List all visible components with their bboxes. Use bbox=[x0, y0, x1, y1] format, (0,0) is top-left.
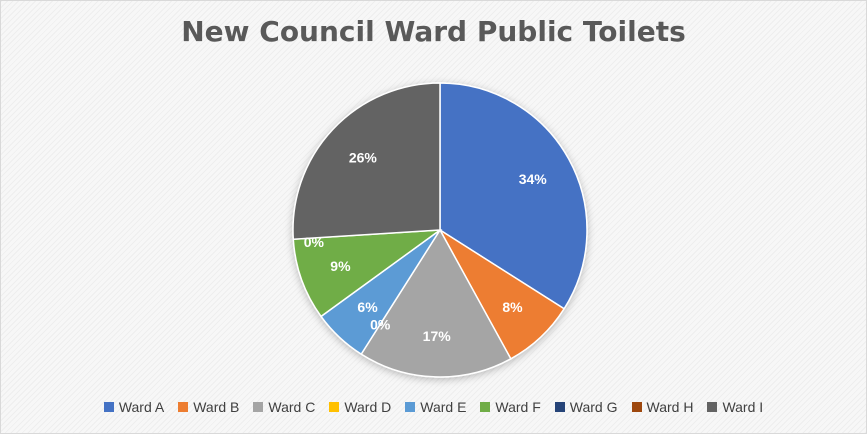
legend-swatch-ward-i bbox=[707, 402, 718, 412]
pie-slices bbox=[292, 82, 588, 378]
legend-item-ward-a: Ward A bbox=[103, 399, 165, 415]
pie-chart: 34% 8% 17% 0% 6% 9% 0% 26% bbox=[292, 82, 588, 378]
legend-label-ward-b: Ward B bbox=[193, 399, 240, 415]
slice-label-ward-d: 0% bbox=[370, 317, 391, 333]
legend-item-ward-e: Ward E bbox=[405, 399, 466, 415]
legend-item-ward-i: Ward I bbox=[707, 399, 763, 415]
legend-item-ward-f: Ward F bbox=[480, 399, 541, 415]
legend-swatch-ward-f bbox=[480, 402, 491, 412]
legend-swatch-ward-b bbox=[178, 402, 189, 412]
slice-label-ward-e: 6% bbox=[357, 299, 378, 315]
chart-title: New Council Ward Public Toilets bbox=[181, 15, 686, 48]
legend-swatch-ward-a bbox=[103, 402, 114, 412]
legend-label-ward-a: Ward A bbox=[118, 399, 165, 415]
slice-label-ward-g: 0% bbox=[304, 234, 325, 250]
slice-label-ward-i: 26% bbox=[349, 150, 378, 166]
legend-label-ward-c: Ward C bbox=[268, 399, 316, 415]
legend-item-ward-d: Ward D bbox=[329, 399, 391, 415]
legend-swatch-ward-e bbox=[405, 402, 416, 412]
legend-label-ward-f: Ward F bbox=[495, 399, 541, 415]
legend-item-ward-h: Ward H bbox=[631, 399, 694, 415]
legend-label-ward-d: Ward D bbox=[344, 399, 392, 415]
legend-label-ward-h: Ward H bbox=[646, 399, 694, 415]
pie-slice-ward-i bbox=[292, 82, 441, 241]
legend-label-ward-i: Ward I bbox=[722, 399, 764, 415]
legend-label-ward-e: Ward E bbox=[420, 399, 467, 415]
legend-swatch-ward-g bbox=[554, 402, 565, 412]
slice-label-ward-c: 17% bbox=[423, 328, 452, 344]
pie-slice-ward-f bbox=[292, 229, 443, 318]
pie-slice-ward-a bbox=[439, 82, 588, 310]
legend-item-ward-c: Ward C bbox=[253, 399, 315, 415]
slice-label-ward-a: 34% bbox=[519, 171, 548, 187]
legend-swatch-ward-c bbox=[253, 402, 264, 412]
chart-legend: Ward A Ward B Ward C Ward D Ward E Ward F Ward… bbox=[1, 399, 866, 415]
legend-item-ward-b: Ward B bbox=[178, 399, 239, 415]
slice-label-ward-f: 9% bbox=[330, 258, 351, 274]
legend-label-ward-g: Ward G bbox=[569, 399, 618, 415]
slice-labels: 34% 8% 17% 0% 6% 9% 0% 26% bbox=[304, 150, 548, 344]
legend-swatch-ward-h bbox=[631, 402, 642, 412]
pie-slice-ward-c bbox=[360, 228, 512, 378]
legend-item-ward-g: Ward G bbox=[554, 399, 618, 415]
legend-swatch-ward-d bbox=[329, 402, 340, 412]
slice-label-ward-b: 8% bbox=[502, 299, 523, 315]
